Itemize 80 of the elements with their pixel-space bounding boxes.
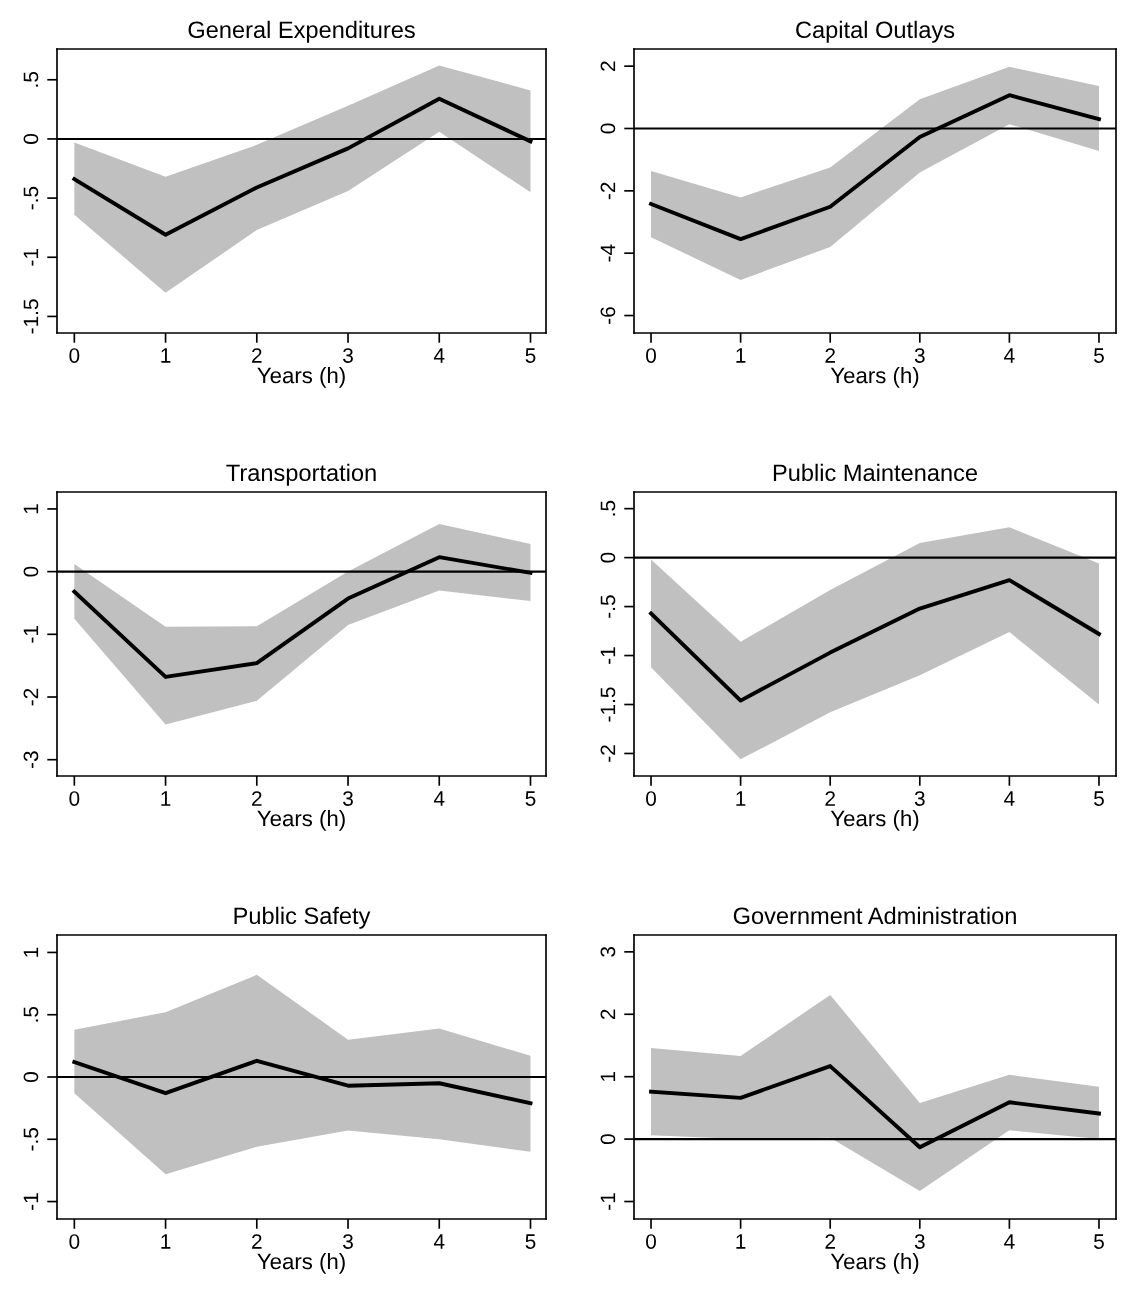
y-tick-label: 0 <box>23 566 39 577</box>
chart-title: Capital Outlays <box>796 20 955 43</box>
y-tick-label: 3 <box>600 946 616 957</box>
x-tick-label: 5 <box>525 791 536 806</box>
y-tick-label: 1 <box>600 1071 616 1081</box>
x-tick-label: 5 <box>1094 791 1104 806</box>
x-tick-label: 4 <box>433 791 445 806</box>
y-tick-label: -2 <box>23 688 39 706</box>
x-tick-label: 3 <box>914 1234 925 1249</box>
x-tick-label: 2 <box>252 1234 262 1249</box>
x-tick-label: 3 <box>343 348 353 363</box>
x-tick-label: 3 <box>914 348 925 363</box>
y-tick-label: -.5 <box>23 186 39 210</box>
x-tick-label: 5 <box>1094 348 1104 363</box>
x-tick-label: 3 <box>914 791 925 806</box>
x-tick-label: 1 <box>161 348 171 363</box>
y-tick-label: -3 <box>23 751 39 769</box>
x-tick-label: 1 <box>736 1234 746 1249</box>
x-tick-label: 1 <box>736 348 746 363</box>
x-tick-label: 2 <box>825 791 835 806</box>
y-tick-label: -1.5 <box>600 687 616 722</box>
x-tick-label: 4 <box>433 1234 445 1249</box>
y-tick-label: -4 <box>600 244 616 262</box>
y-tick-label: 0 <box>23 1072 39 1082</box>
y-tick-label: -1 <box>23 249 39 266</box>
y-tick-label: 0 <box>600 1134 616 1145</box>
y-tick-label: 0 <box>600 552 616 563</box>
chart-title: Transportation <box>226 463 376 486</box>
y-tick-label: 1 <box>23 947 39 957</box>
chart-title: General Expenditures <box>188 20 415 43</box>
x-tick-label: 2 <box>825 1234 835 1249</box>
x-tick-label: 0 <box>646 1234 656 1249</box>
x-tick-label: 4 <box>1004 791 1015 806</box>
y-tick-label: 2 <box>600 1009 616 1020</box>
y-tick-label: -2 <box>600 182 616 200</box>
y-tick-label: -1 <box>600 647 616 664</box>
x-tick-label: 0 <box>69 791 80 806</box>
x-tick-label: 5 <box>525 1234 536 1249</box>
x-tick-label: 2 <box>252 348 262 363</box>
x-axis-title: Years (h) <box>830 1253 919 1274</box>
x-tick-label: 2 <box>252 791 262 806</box>
x-tick-label: 0 <box>646 791 656 806</box>
x-axis-title: Years (h) <box>830 810 919 831</box>
y-tick-label: .5 <box>600 500 616 516</box>
x-tick-label: 2 <box>825 348 835 363</box>
y-tick-label: -1 <box>23 626 39 643</box>
chart-title: Government Administration <box>733 906 1016 925</box>
x-tick-label: 0 <box>646 348 656 363</box>
y-tick-label: 1 <box>23 504 39 514</box>
x-tick-label: 0 <box>69 348 80 363</box>
x-axis-title: Years (h) <box>257 1253 345 1274</box>
x-tick-label: 5 <box>525 348 536 363</box>
x-tick-label: 4 <box>1004 348 1015 363</box>
x-tick-label: 0 <box>69 1234 80 1249</box>
y-tick-label: 0 <box>23 133 39 144</box>
line-series <box>649 578 1101 703</box>
y-tick-label: -1 <box>23 1193 39 1210</box>
y-tick-label: .5 <box>23 1006 39 1022</box>
x-tick-label: 4 <box>1004 1234 1015 1249</box>
y-tick-label: 2 <box>600 61 616 71</box>
y-tick-label: -2 <box>600 745 616 762</box>
x-axis-title: Years (h) <box>257 367 345 388</box>
x-tick-label: 3 <box>343 1234 353 1249</box>
x-axis-title: Years (h) <box>830 367 919 388</box>
x-tick-label: 1 <box>736 791 746 806</box>
x-tick-label: 1 <box>161 791 171 806</box>
chart-title: Public Maintenance <box>773 463 977 482</box>
x-tick-label: 4 <box>433 348 445 363</box>
y-tick-label: -1.5 <box>23 299 39 334</box>
x-tick-label: 1 <box>161 1234 171 1249</box>
y-tick-label: .5 <box>23 71 39 87</box>
x-tick-label: 5 <box>1094 1234 1104 1249</box>
y-tick-label: -.5 <box>600 595 616 618</box>
chart-title: Public Safety <box>234 906 371 929</box>
y-tick-label: -6 <box>600 307 616 324</box>
y-tick-label: -1 <box>600 1193 616 1210</box>
y-tick-label: 0 <box>600 123 616 134</box>
x-tick-label: 3 <box>343 791 353 806</box>
x-axis-title: Years (h) <box>257 810 345 831</box>
y-tick-label: -.5 <box>23 1128 39 1151</box>
